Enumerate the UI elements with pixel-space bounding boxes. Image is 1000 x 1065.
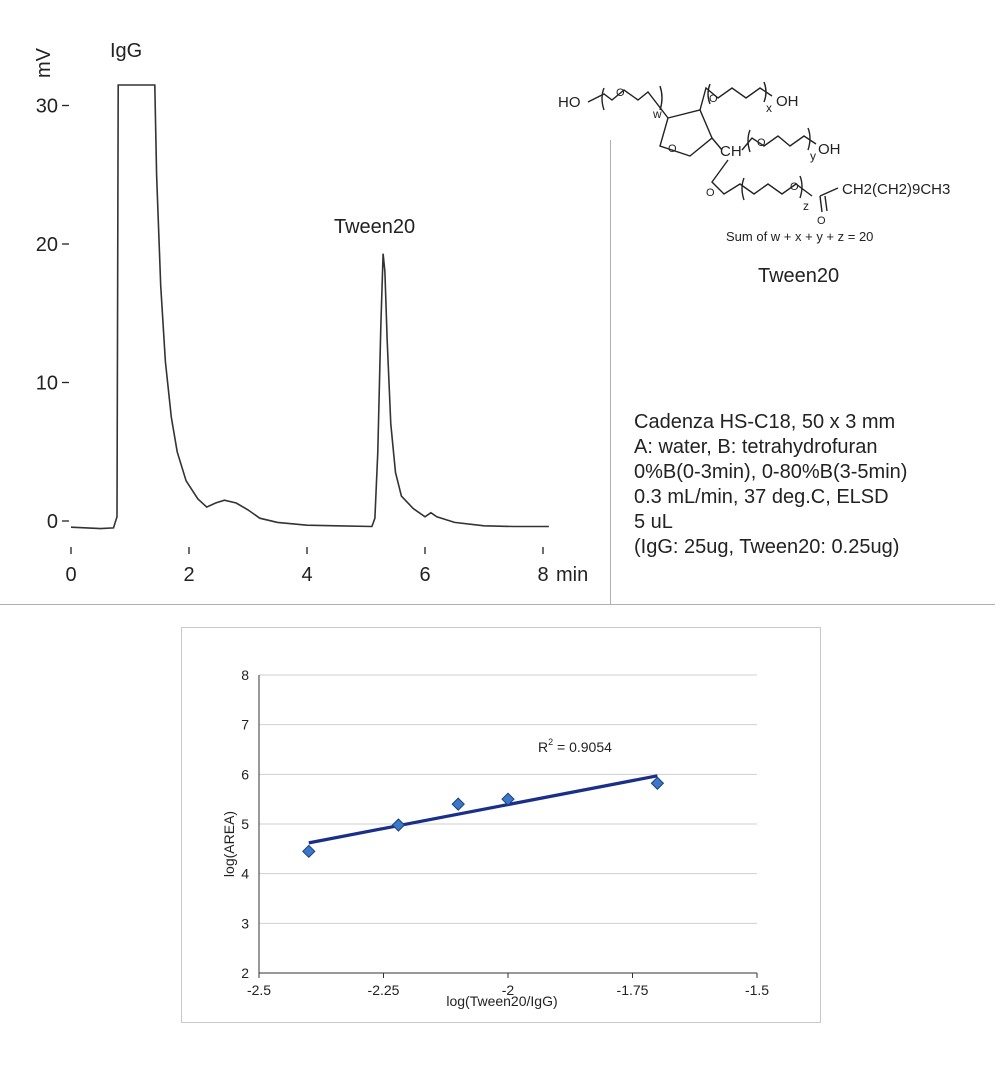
- condition-line-2: A: water, B: tetrahydrofuran: [634, 436, 878, 458]
- calibration-chart-frame: 2 3 4 5 6 7 8 -2.5 -2.25 -2 -1.75 -1.5 R2 = 0.9054 …: [181, 627, 821, 1023]
- trendline: [308, 774, 658, 845]
- x-tick-label: -2: [502, 982, 515, 998]
- chain-oxygen-4: O: [706, 187, 715, 199]
- x-tick-label: 8: [537, 564, 548, 586]
- condition-line-3: 0%B(0-3min), 0-80%B(3-5min): [634, 461, 908, 483]
- structure-name: Tween20: [758, 265, 839, 287]
- r-squared-r: R: [538, 739, 548, 755]
- y-unit-label: mV: [33, 47, 55, 78]
- x-unit-label: min: [556, 564, 588, 586]
- x-axis-title: log(Tween20/IgG): [446, 993, 557, 1009]
- y-tick-label: 5: [241, 816, 249, 832]
- data-point: [391, 818, 406, 832]
- condition-line-4: 0.3 mL/min, 37 deg.C, ELSD: [634, 486, 889, 508]
- structure-sub-w: w: [652, 107, 662, 121]
- x-tick-label: 4: [301, 564, 312, 586]
- r-squared-label: R2 = 0.9054: [538, 737, 612, 755]
- x-tick-label: 6: [419, 564, 430, 586]
- x-tick-label: -2.25: [368, 982, 400, 998]
- y-tick-label: 2: [241, 965, 249, 981]
- condition-line-5: 5 uL: [634, 511, 673, 533]
- x-tick-label: 0: [65, 564, 76, 586]
- condition-line-6: (IgG: 25ug, Tween20: 0.25ug): [634, 536, 900, 558]
- y-tick-label: 3: [241, 915, 249, 931]
- structure-sub-y: y: [810, 149, 816, 163]
- calibration-ticks: 2 3 4 5 6 7 8 -2.5 -2.25 -2 -1.75 -1.5: [241, 667, 769, 998]
- structure-label-oh-x: OH: [776, 93, 799, 110]
- condition-line-1: Cadenza HS-C18, 50 x 3 mm: [634, 411, 896, 433]
- x-tick-label: -1.5: [745, 982, 769, 998]
- y-tick-label: 10: [36, 373, 58, 395]
- ring-oxygen: O: [668, 143, 677, 155]
- structure-label-tail: CH2(CH2)9CH3: [842, 181, 950, 198]
- data-point: [501, 792, 515, 806]
- chromatogram-plot: 0 2 4 6 8 0 10 20 30 mV min IgG Tween20: [33, 40, 588, 587]
- structure-sub-x: x: [766, 101, 772, 115]
- y-tick-label: 8: [241, 667, 249, 683]
- data-point: [650, 776, 665, 790]
- chain-oxygen-3: O: [757, 137, 766, 149]
- peak-label-igg: IgG: [110, 40, 142, 62]
- x-tick-label: 2: [183, 564, 194, 586]
- chain-oxygen-2: O: [709, 93, 718, 105]
- vertical-divider: [610, 140, 611, 605]
- horizontal-divider: [0, 604, 995, 605]
- chain-oxygen-1: O: [616, 87, 625, 99]
- x-tick-label: -1.75: [617, 982, 649, 998]
- calibration-grid: [258, 674, 757, 974]
- chain-oxygen-5: O: [790, 181, 799, 193]
- y-tick-label: 0: [47, 511, 58, 533]
- structure-sub-z: z: [803, 199, 809, 213]
- carbonyl-oxygen: O: [817, 215, 826, 227]
- peak-label-tween20: Tween20: [334, 216, 415, 238]
- structure-label-ho: HO: [558, 94, 581, 111]
- r-squared-value: = 0.9054: [553, 739, 612, 755]
- structure-sum-text: Sum of w + x + y + z = 20: [726, 229, 873, 244]
- data-point: [451, 797, 465, 811]
- data-point: [302, 844, 316, 859]
- y-tick-label: 6: [241, 766, 249, 782]
- y-tick-label: 7: [241, 717, 249, 733]
- structure-label-ch: CH: [720, 143, 742, 160]
- calibration-points: [302, 776, 665, 859]
- y-axis-title: log(AREA): [221, 811, 237, 877]
- tween20-structure: HO OH OH CH CH2(CH2)9CH3 w x y z O O O O…: [558, 81, 950, 287]
- chromatogram-axes: 0 2 4 6 8 0 10 20 30: [36, 96, 549, 587]
- y-tick-label: 20: [36, 234, 58, 256]
- x-tick-label: -2.5: [247, 982, 271, 998]
- r-squared-sup: 2: [548, 737, 553, 747]
- y-tick-label: 4: [241, 866, 249, 882]
- structure-bonds: [587, 81, 839, 213]
- y-tick-label: 30: [36, 96, 58, 118]
- chromatogram-trace: [70, 84, 549, 530]
- structure-label-oh-y: OH: [818, 141, 841, 158]
